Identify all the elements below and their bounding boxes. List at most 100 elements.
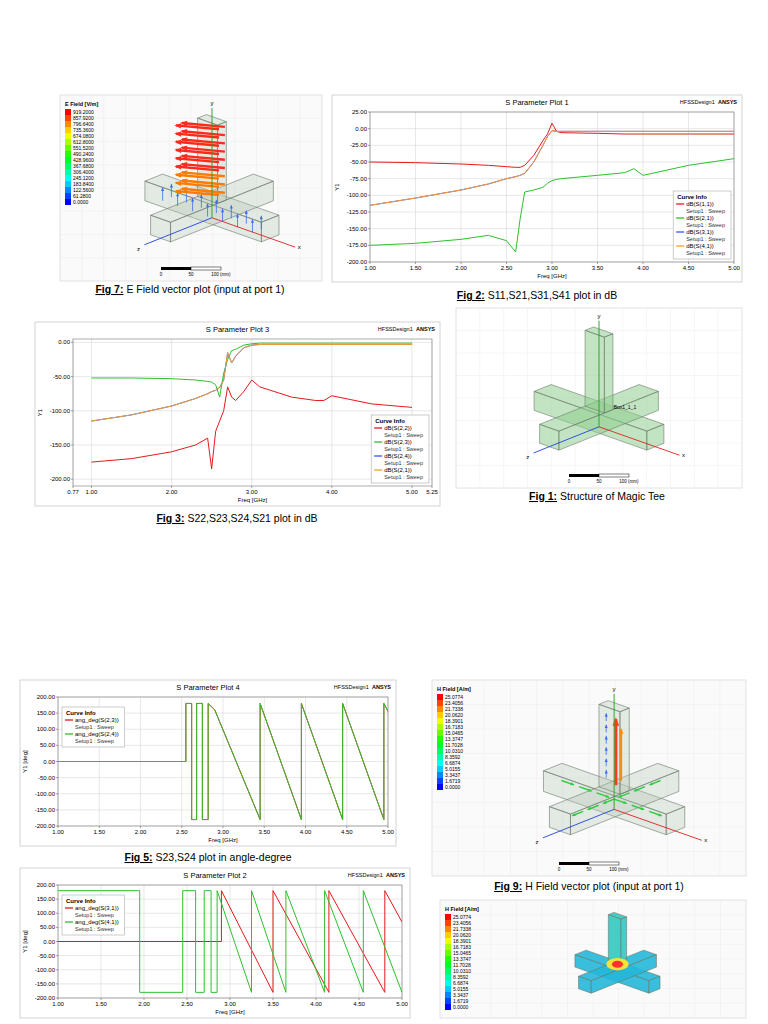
y-tick-label: -200.00 [50, 476, 71, 482]
x-tick [181, 826, 182, 828]
colorbar-swatch [437, 712, 443, 718]
legend-label: dB(S(2,4)) [384, 453, 412, 459]
field-arrow [572, 811, 583, 815]
y-tick-label: 200.00 [37, 882, 56, 888]
legend-title: Curve Info [66, 898, 96, 904]
y-tick [56, 913, 58, 914]
y-tick-label: -150.00 [347, 226, 368, 232]
colorbar-swatch [437, 730, 443, 736]
x-tick [73, 486, 74, 488]
background-grid [456, 443, 742, 444]
field-arrow [176, 191, 219, 195]
caption-label: Fig 3: [156, 512, 184, 524]
x-tick-label: 1.00 [86, 489, 98, 495]
background-grid [440, 929, 746, 930]
axis-line [534, 427, 599, 453]
x-tick [230, 998, 231, 1000]
caption: Fig 7:E Field vector plot (input at port… [95, 283, 284, 295]
x-tick-label: 1.00 [52, 829, 64, 835]
plot-area [73, 339, 432, 486]
arrow-head [605, 724, 608, 728]
chart: S Parameter Plot 4ANSYSHFSSDesign1-200.0… [20, 680, 396, 846]
legend-label: ang_deg(S(2,4)) [75, 731, 119, 737]
arrow-head [605, 758, 608, 762]
y-tick [56, 713, 58, 714]
scale-bar [559, 862, 589, 865]
y-tick [71, 444, 73, 445]
colorbar-swatch [445, 950, 451, 956]
legend-sub: Setup1 : Sweep [686, 222, 725, 228]
arrow-head [605, 795, 609, 798]
caption-label: Fig 1: [529, 490, 557, 502]
x-tick-label: 2.50 [176, 829, 188, 835]
field-plot: H Field [A/m]25.077423.405621.733820.062… [440, 900, 746, 1018]
legend-swatch [374, 427, 382, 428]
legend-box [673, 191, 731, 259]
arrow-head [174, 148, 181, 153]
page-canvas: xyzE Field [V/m]919.2000857.9200796.6400… [0, 0, 768, 1024]
legend-title: Curve Info [375, 418, 405, 424]
y-tick-label: 150.00 [37, 710, 56, 716]
field-arrow [176, 150, 219, 154]
y-tick-label: -50.00 [38, 775, 56, 781]
chart-title: S Parameter Plot 2 [183, 871, 246, 880]
caption: Fig 1:Structure of Magic Tee [529, 490, 665, 502]
legend-box [371, 415, 429, 483]
scale-label: 50 [596, 479, 602, 484]
design-name: HFSSDesign1 [348, 872, 383, 878]
colorbar-swatch [65, 193, 71, 199]
arrow-head [570, 782, 574, 785]
legend-sub: Setup1 : Sweep [75, 926, 114, 932]
y-tick [368, 195, 370, 196]
scale-bar [191, 267, 221, 270]
field-arrow [620, 729, 622, 781]
colorbar-swatch [437, 694, 443, 700]
field-arrow [632, 805, 644, 809]
model-face [549, 807, 570, 835]
x-tick [359, 998, 360, 1000]
chart: S Parameter Plot 3ANSYSHFSSDesign1-200.0… [35, 322, 440, 506]
model-face [585, 330, 604, 413]
series-line [58, 703, 388, 819]
legend-swatch [676, 245, 684, 246]
grid-line [171, 339, 172, 486]
legend-swatch [676, 203, 684, 204]
y-tick [56, 793, 58, 794]
chart-frame [20, 680, 396, 846]
field-plot: xyzE Field [V/m]919.2000857.9200796.6400… [60, 95, 322, 281]
chart-frame [20, 868, 410, 1018]
legend-swatch [374, 441, 382, 442]
field-arrow [614, 799, 626, 803]
y-tick-label: 25.00 [352, 109, 368, 115]
arrow-head [641, 807, 645, 810]
x-tick-label: 4.00 [300, 829, 312, 835]
x-tick-label: 3.50 [592, 265, 604, 271]
y-tick [368, 245, 370, 246]
x-tick [432, 486, 433, 488]
legend-label: dB(S(1,1)) [686, 201, 714, 207]
legend-title: Curve Info [66, 710, 96, 716]
arrow-head [215, 199, 218, 203]
model-face [649, 976, 660, 993]
background-grid [440, 944, 746, 945]
model-face [599, 704, 620, 794]
x-tick-label: 4.00 [326, 489, 338, 495]
series-group [58, 703, 388, 819]
x-tick [346, 826, 347, 828]
colorbar-swatch [445, 974, 451, 980]
model-face [620, 708, 629, 794]
field-arrow [649, 811, 661, 815]
chart: S Parameter Plot 2ANSYSHFSSDesign1-200.0… [20, 868, 410, 1018]
colorbar-swatch [445, 920, 451, 926]
x-tick-label: 1.00 [52, 1001, 64, 1007]
colorbar-label: 0.0000 [445, 784, 461, 790]
scale-label: 50 [188, 272, 194, 277]
grid-line [73, 376, 432, 377]
arrow-head [619, 728, 623, 734]
x-tick-label: 2.50 [181, 1001, 193, 1007]
field-arrow [176, 183, 219, 187]
y-tick [56, 927, 58, 928]
legend-sub: Setup1 : Sweep [75, 738, 114, 744]
arrow-head [605, 770, 608, 774]
axis-line [211, 108, 212, 218]
